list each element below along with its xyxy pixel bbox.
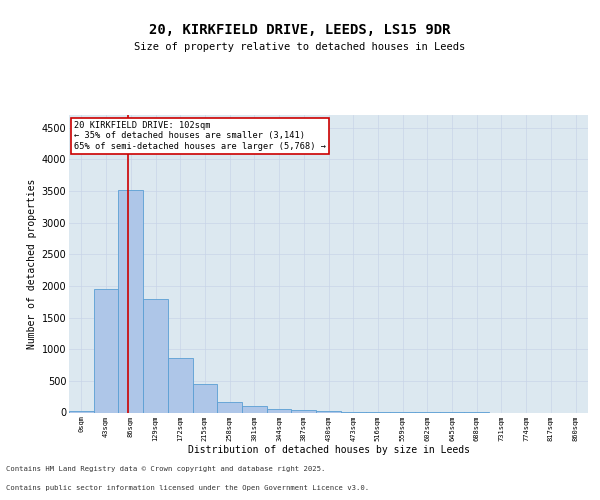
Bar: [118, 190, 143, 412]
Bar: [69, 410, 94, 412]
Text: 20 KIRKFIELD DRIVE: 102sqm
← 35% of detached houses are smaller (3,141)
65% of s: 20 KIRKFIELD DRIVE: 102sqm ← 35% of deta…: [74, 121, 326, 151]
Bar: [143, 298, 168, 412]
Bar: [94, 289, 118, 412]
Bar: [242, 406, 267, 412]
Text: Contains HM Land Registry data © Crown copyright and database right 2025.: Contains HM Land Registry data © Crown c…: [6, 466, 325, 472]
Text: Contains public sector information licensed under the Open Government Licence v3: Contains public sector information licen…: [6, 485, 369, 491]
Y-axis label: Number of detached properties: Number of detached properties: [28, 178, 37, 349]
Bar: [292, 410, 316, 412]
Bar: [267, 408, 292, 412]
Bar: [316, 411, 341, 412]
X-axis label: Distribution of detached houses by size in Leeds: Distribution of detached houses by size …: [187, 445, 470, 455]
Bar: [217, 402, 242, 412]
Bar: [168, 358, 193, 412]
Text: Size of property relative to detached houses in Leeds: Size of property relative to detached ho…: [134, 42, 466, 52]
Bar: [193, 384, 217, 412]
Text: 20, KIRKFIELD DRIVE, LEEDS, LS15 9DR: 20, KIRKFIELD DRIVE, LEEDS, LS15 9DR: [149, 22, 451, 36]
